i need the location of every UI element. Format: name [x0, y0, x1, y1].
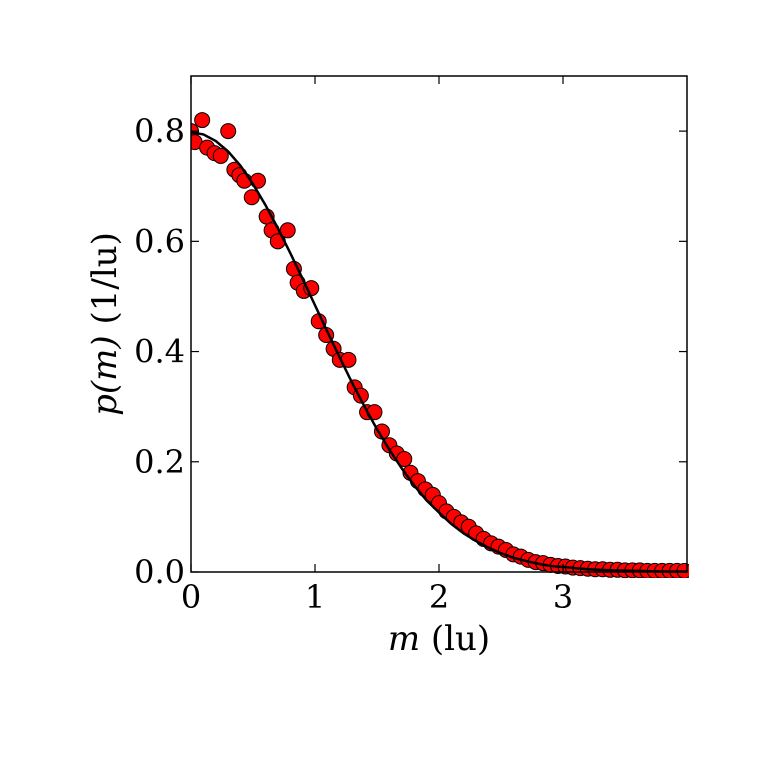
data-point	[243, 189, 260, 206]
x-tick-label: 1	[305, 578, 325, 616]
x-tick-label: 0	[181, 578, 201, 616]
y-axis-unit: (1/lu)	[85, 232, 125, 335]
y-tick-label: 0.2	[134, 443, 185, 481]
data-point	[212, 147, 229, 164]
scatter-series	[191, 112, 689, 578]
plot-layer	[191, 112, 689, 578]
y-tick-label: 0.4	[134, 333, 185, 371]
x-axis-unit: (lu)	[420, 619, 490, 659]
data-point	[194, 112, 211, 129]
axis-ticks: 0 1 2 3 0.0 0.2 0.4 0.6 0.8	[134, 76, 687, 616]
x-tick-label: 3	[553, 578, 573, 616]
x-tick-label: 2	[429, 578, 449, 616]
x-axis-symbol: m	[388, 619, 420, 659]
y-axis-label: p(m) (1/lu)	[85, 232, 125, 416]
y-tick-label: 0.0	[134, 553, 185, 591]
y-tick-label: 0.8	[134, 112, 185, 150]
y-axis-symbol: p(m)	[85, 335, 125, 416]
data-point	[220, 123, 237, 140]
fit-curve	[191, 130, 687, 573]
y-tick-label: 0.6	[134, 222, 185, 260]
x-axis-label: m (lu)	[388, 619, 490, 659]
